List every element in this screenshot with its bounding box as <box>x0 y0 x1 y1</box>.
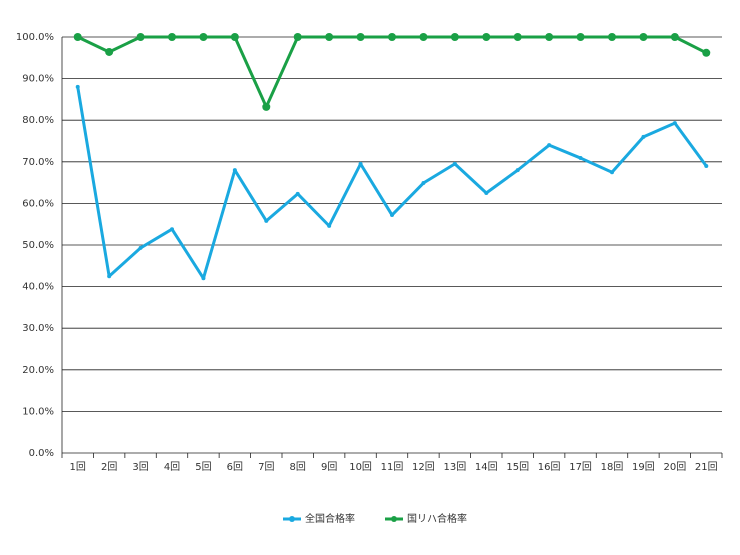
legend-label: 全国合格率 <box>305 512 355 525</box>
point <box>75 84 80 89</box>
point <box>230 33 239 41</box>
point <box>545 33 554 41</box>
x-tick-label: 4回 <box>164 461 180 473</box>
point <box>358 161 363 166</box>
point <box>138 245 143 250</box>
point <box>641 134 646 139</box>
x-tick-label: 2回 <box>101 461 117 473</box>
y-tick-label: 90.0% <box>22 74 54 85</box>
x-tick-label: 21回 <box>695 461 718 473</box>
x-tick-label: 11回 <box>381 461 404 473</box>
point <box>388 33 396 41</box>
series-line <box>77 35 707 109</box>
point <box>482 33 491 41</box>
point <box>168 33 176 41</box>
x-tick-label: 20回 <box>663 461 686 473</box>
point <box>356 33 365 41</box>
x-tick-label: 19回 <box>632 461 655 473</box>
point <box>295 191 300 196</box>
y-tick-label: 60.0% <box>22 198 54 209</box>
x-tick-label: 13回 <box>443 461 466 473</box>
y-tick-label: 80.0% <box>22 115 54 126</box>
point <box>515 168 520 173</box>
point <box>547 143 552 148</box>
x-tick-label: 16回 <box>538 461 561 473</box>
y-tick-label: 20.0% <box>22 365 54 376</box>
y-tick-label: 30.0% <box>22 323 54 334</box>
point <box>702 48 711 57</box>
point <box>325 33 334 41</box>
x-tick-label: 5回 <box>195 461 211 473</box>
point <box>610 170 614 175</box>
point <box>201 276 206 281</box>
point <box>578 156 583 161</box>
point <box>639 33 648 41</box>
x-tick-label: 14回 <box>475 461 498 473</box>
point <box>421 181 426 186</box>
x-tick-label: 6回 <box>227 461 243 473</box>
y-tick-label: 10.0% <box>22 406 54 417</box>
point <box>670 33 679 41</box>
x-tick-label: 10回 <box>349 461 372 473</box>
point <box>107 274 112 279</box>
legend-marker <box>289 516 295 522</box>
x-tick-label: 7回 <box>258 461 274 473</box>
x-tick-label: 15回 <box>506 461 529 473</box>
y-tick-label: 100.0% <box>16 32 54 43</box>
point <box>608 33 616 41</box>
point <box>232 168 237 173</box>
x-tick-label: 12回 <box>412 461 435 473</box>
point <box>484 191 489 195</box>
x-tick-label: 8回 <box>290 461 306 473</box>
point <box>170 227 174 232</box>
point <box>262 102 271 111</box>
point <box>105 47 114 56</box>
x-tick-label: 1回 <box>70 461 86 473</box>
point <box>136 33 145 41</box>
y-tick-label: 0.0% <box>29 448 54 459</box>
point <box>293 33 302 41</box>
point <box>513 33 522 41</box>
point <box>576 33 585 41</box>
y-tick-label: 70.0% <box>22 157 54 168</box>
point <box>450 33 459 41</box>
point <box>390 213 394 218</box>
legend-marker <box>391 516 397 522</box>
point <box>452 161 457 166</box>
point <box>327 223 332 228</box>
legend-label: 国リハ合格率 <box>407 512 467 525</box>
x-tick-label: 18回 <box>601 461 624 473</box>
point <box>704 163 709 168</box>
x-tick-label: 17回 <box>569 461 592 473</box>
point <box>264 218 269 223</box>
series-line <box>76 86 708 280</box>
point <box>73 33 82 41</box>
x-tick-label: 3回 <box>132 461 148 473</box>
y-tick-label: 40.0% <box>22 282 54 293</box>
y-tick-label: 50.0% <box>22 240 54 251</box>
point <box>199 33 208 41</box>
x-tick-label: 9回 <box>321 461 337 473</box>
point <box>672 121 677 126</box>
point <box>419 33 428 41</box>
